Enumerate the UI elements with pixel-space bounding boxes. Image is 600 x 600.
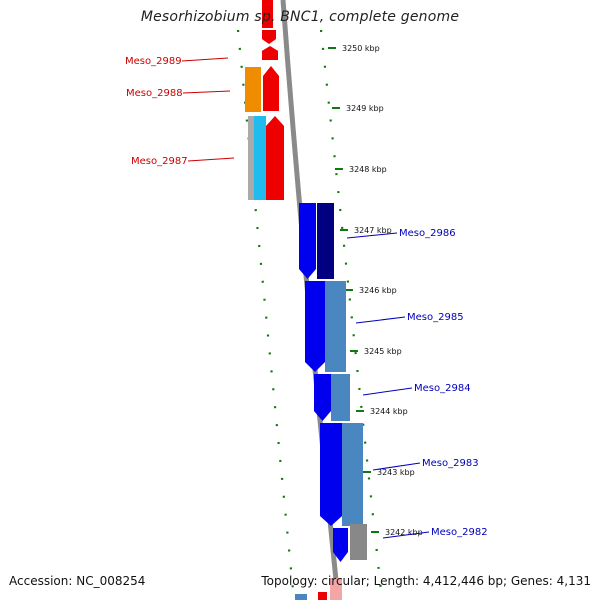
gene-feature-14 [320, 423, 342, 526]
gene-feature-1 [262, 30, 276, 44]
gene-label-Meso_2986: Meso_2986 [399, 228, 456, 239]
gene-label-Meso_2985: Meso_2985 [407, 312, 464, 323]
kbp-label-5: 3245 kbp [364, 347, 402, 356]
topology-summary-text: Topology: circular; Length: 4,412,446 bp… [261, 574, 591, 588]
accession-text: Accession: NC_008254 [9, 574, 146, 588]
gene-feature-16 [333, 528, 348, 562]
gene-label-Meso_2982: Meso_2982 [431, 527, 488, 538]
gene-label-Meso_2988: Meso_2988 [126, 88, 183, 99]
tick-ring-inner [236, 29, 296, 600]
gene-feature-15 [342, 423, 363, 526]
kbp-label-2: 3248 kbp [349, 165, 387, 174]
kbp-label-6: 3244 kbp [370, 407, 408, 416]
gene-label-Meso_2989: Meso_2989 [125, 56, 182, 67]
label-line-blue-3 [372, 462, 421, 471]
gene-feature-5 [248, 116, 254, 200]
tick-ring-inner [236, 29, 296, 600]
kbp-label-7: 3243 kbp [377, 468, 415, 477]
reverse-strand-features [330, 578, 342, 600]
kbp-label-1: 3249 kbp [346, 104, 384, 113]
kbp-label-0: 3250 kbp [342, 44, 380, 53]
pink-gene-stub [330, 578, 342, 600]
gene-feature-13 [331, 374, 350, 421]
gene-feature-10 [305, 281, 325, 372]
label-line-red-1 [182, 90, 231, 94]
gene-feature-6 [254, 116, 266, 200]
gene-feature-8 [299, 203, 316, 279]
major-ticks [328, 47, 379, 533]
gene-feature-2 [262, 46, 278, 60]
gene-labels: Meso_2989 Meso_2988 Meso_2987 Meso_2986 Meso… [125, 56, 488, 538]
gene-feature-9 [317, 203, 334, 279]
gene-label-Meso_2987: Meso_2987 [131, 156, 188, 167]
gene-feature-12 [314, 374, 331, 421]
map-title: Mesorhizobium sp. BNC1, complete genome [140, 9, 460, 25]
kbp-label-8: 3242 kbp [385, 528, 423, 537]
gene-feature-0 [262, 0, 273, 28]
gene-feature-11 [325, 281, 346, 372]
label-line-blue-1 [355, 316, 406, 324]
gene-feature-19 [318, 592, 327, 600]
label-line-red-0 [181, 57, 229, 62]
gene-feature-18 [295, 594, 307, 600]
kbp-label-3: 3247 kbp [354, 226, 392, 235]
gene-feature-3 [263, 66, 279, 111]
gene-features [245, 0, 367, 600]
label-line-blue-2 [362, 387, 413, 396]
gene-feature-7 [266, 116, 284, 200]
gene-label-lines [181, 57, 430, 539]
kbp-label-4: 3246 kbp [359, 286, 397, 295]
kbp-labels: 3250 kbp 3249 kbp 3248 kbp 3247 kbp 3246 kbp… [342, 44, 423, 537]
gene-feature-17 [350, 524, 367, 560]
label-line-blue-0 [346, 232, 398, 239]
gene-label-Meso_2984: Meso_2984 [414, 383, 471, 394]
label-line-red-2 [187, 157, 235, 162]
label-line-blue-4 [382, 531, 430, 539]
gene-feature-4 [245, 67, 261, 112]
gene-label-Meso_2983: Meso_2983 [422, 458, 479, 469]
